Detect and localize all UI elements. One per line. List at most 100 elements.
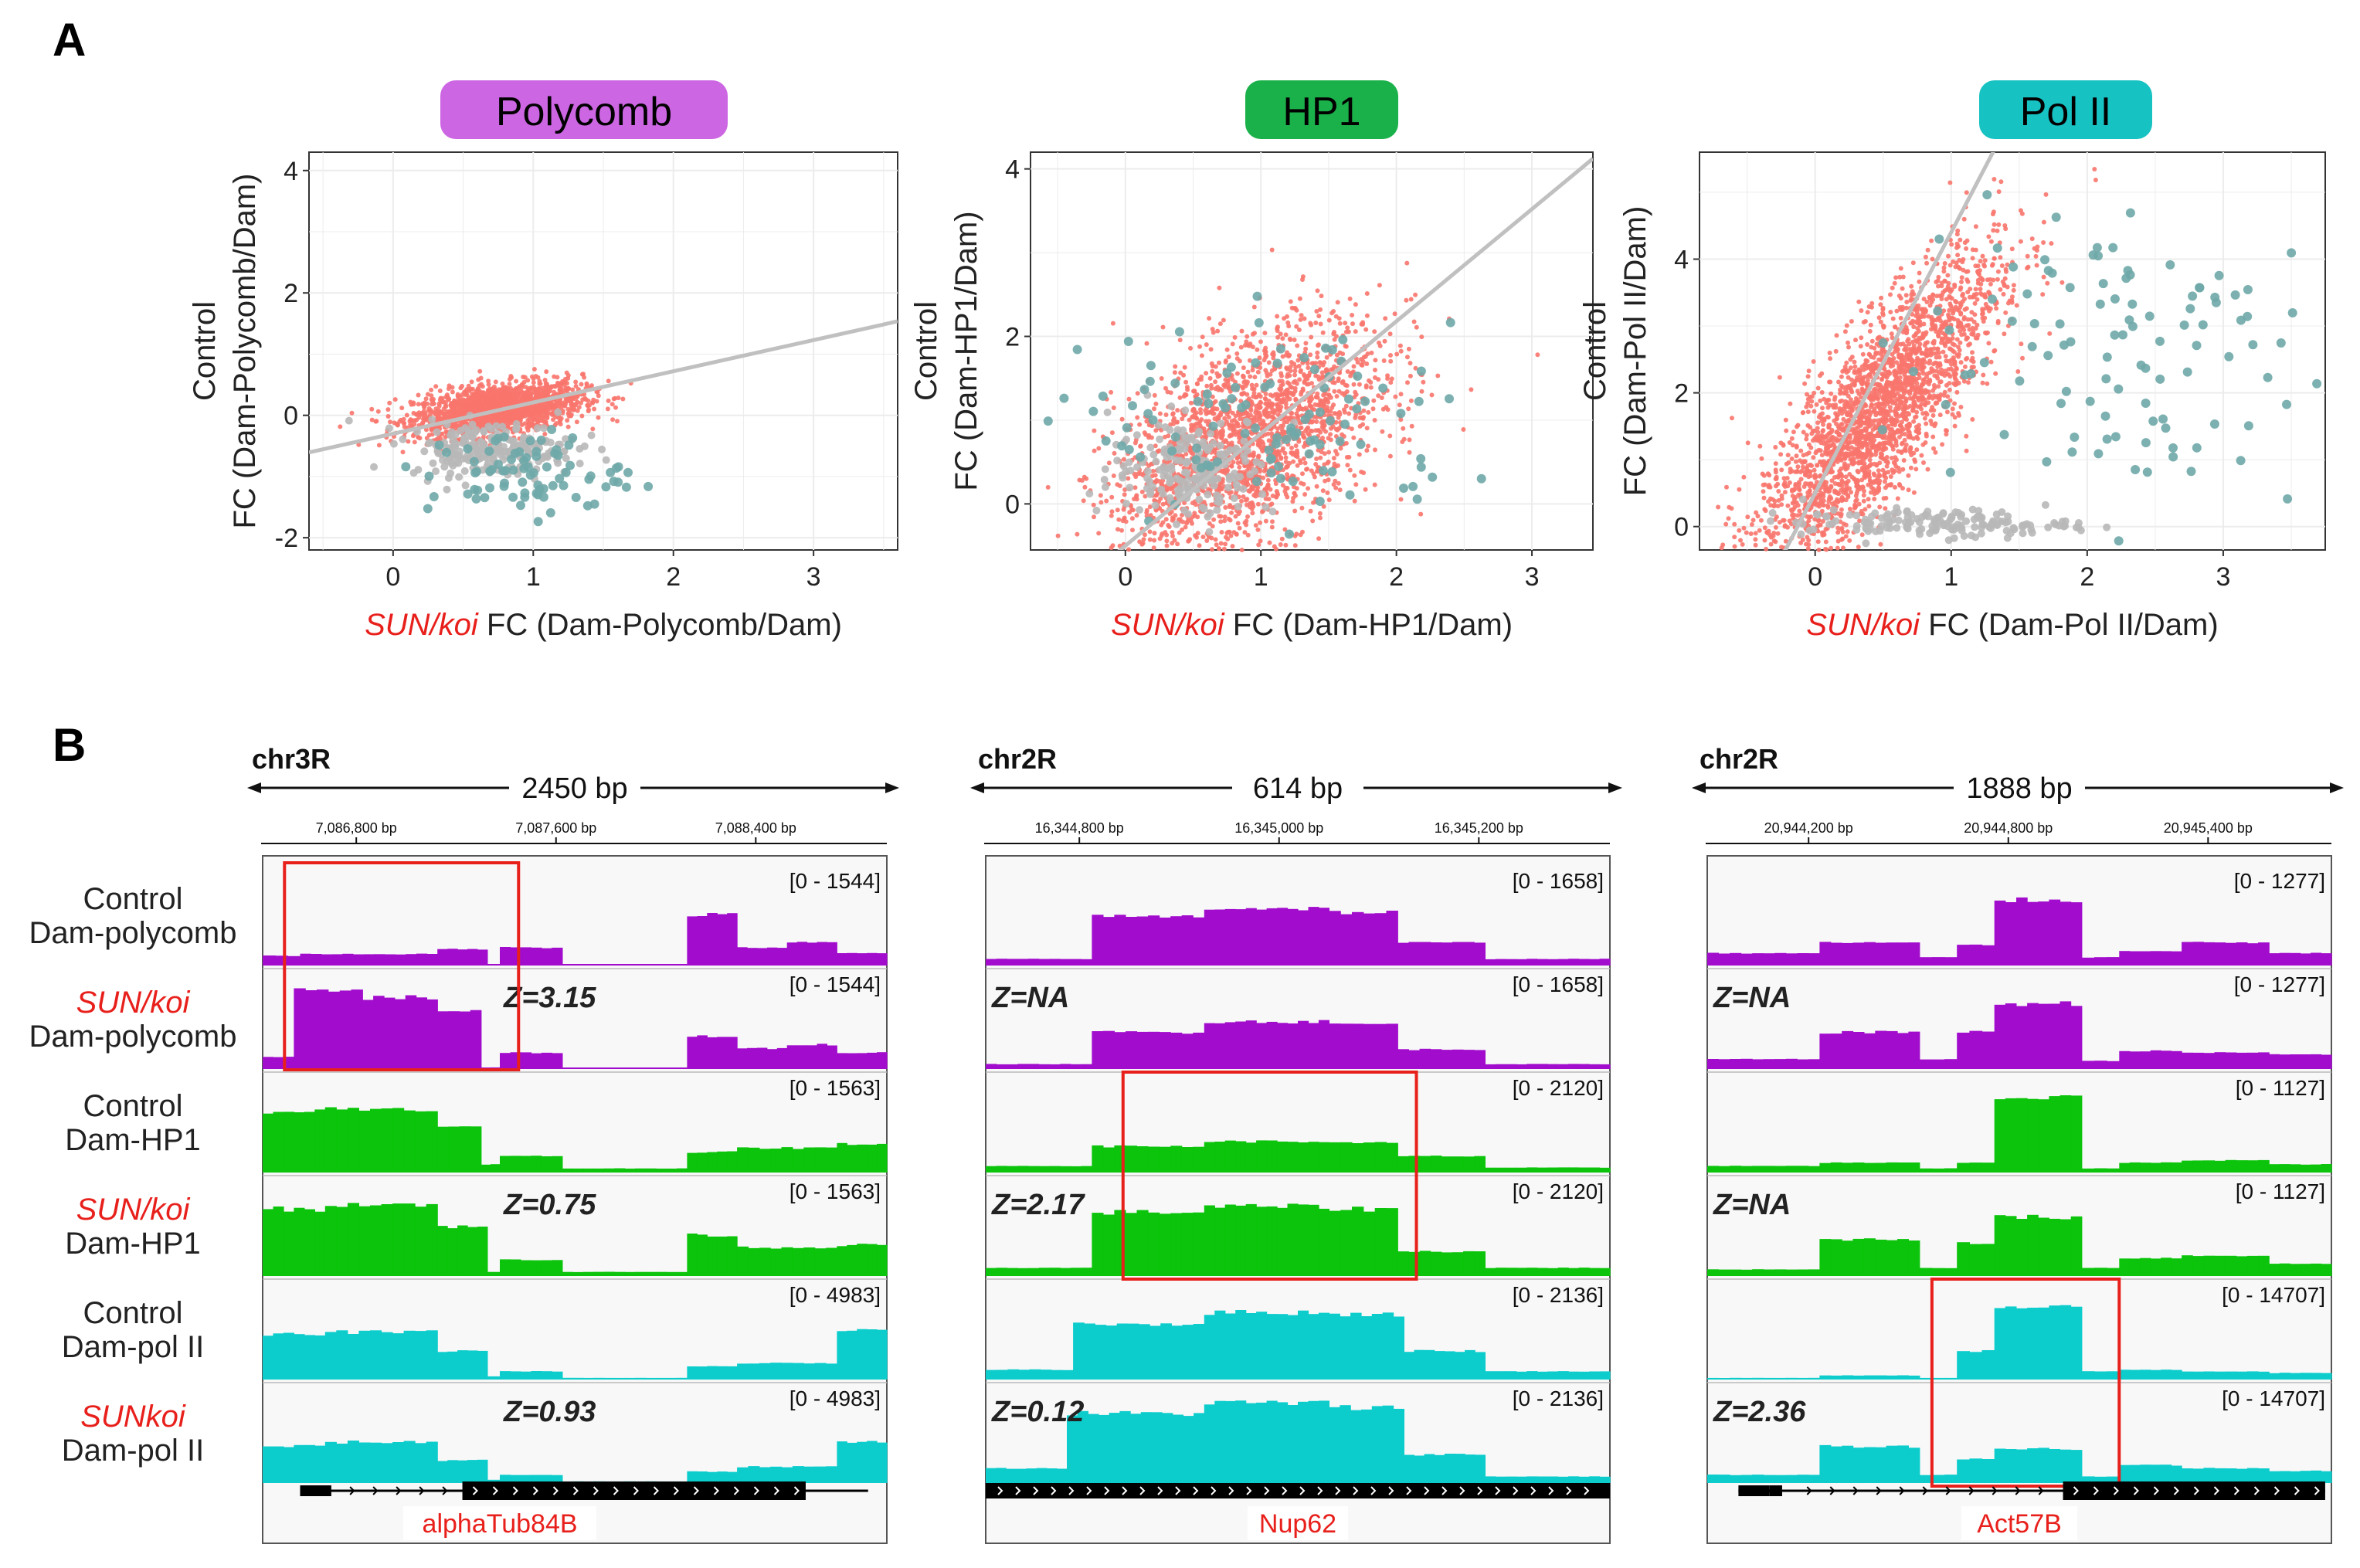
point	[470, 429, 479, 436]
point	[1170, 432, 1180, 442]
point	[480, 493, 490, 503]
point	[548, 400, 553, 406]
point	[1255, 369, 1261, 375]
point	[1109, 389, 1114, 395]
point	[1175, 408, 1180, 413]
point	[1217, 546, 1221, 552]
x-axis-label: SUN/koi FC (Dam-Polycomb/Dam)	[365, 608, 842, 642]
point	[1320, 330, 1326, 335]
point	[1141, 537, 1146, 542]
point	[1814, 402, 1819, 407]
point	[429, 387, 434, 392]
point	[1282, 435, 1292, 444]
point	[399, 406, 405, 411]
point	[457, 426, 465, 435]
point	[475, 387, 480, 392]
point	[525, 436, 535, 446]
point	[565, 418, 570, 423]
point	[1336, 389, 1342, 394]
point	[1414, 396, 1424, 406]
point	[1258, 520, 1263, 525]
point	[1291, 380, 1296, 385]
point	[470, 396, 476, 402]
point	[1288, 337, 1293, 342]
point	[1299, 313, 1304, 318]
point	[507, 382, 512, 387]
point	[1147, 537, 1153, 542]
point	[1408, 297, 1414, 302]
point	[1163, 412, 1169, 417]
point	[1319, 294, 1324, 299]
point	[1353, 389, 1358, 395]
point	[1180, 416, 1185, 422]
point	[1383, 316, 1388, 321]
point	[590, 426, 596, 432]
point	[1307, 399, 1312, 404]
point	[1397, 343, 1403, 348]
point	[1112, 450, 1117, 456]
point	[1242, 530, 1248, 535]
point	[1269, 524, 1275, 530]
point	[1161, 467, 1170, 475]
point	[1230, 410, 1235, 416]
point	[428, 416, 436, 424]
point	[1314, 484, 1319, 489]
plot-title: Polycomb	[496, 90, 672, 134]
point	[515, 413, 520, 418]
point	[584, 382, 589, 388]
point	[1329, 426, 1333, 431]
point	[1270, 402, 1275, 407]
point	[1167, 446, 1177, 456]
point	[1308, 321, 1313, 326]
point	[1223, 382, 1228, 387]
point	[620, 396, 626, 402]
point	[1889, 331, 1894, 337]
point	[1318, 466, 1328, 476]
point	[1476, 473, 1486, 484]
point	[1122, 423, 1132, 433]
point	[1919, 453, 1924, 458]
point	[1409, 423, 1414, 429]
point	[2011, 283, 2016, 288]
point	[443, 456, 451, 465]
point	[1371, 398, 1377, 403]
point	[1964, 246, 1969, 251]
point	[1157, 411, 1163, 416]
point	[1363, 385, 1369, 390]
point	[1334, 452, 1340, 456]
point	[1413, 292, 1418, 297]
point	[601, 482, 611, 492]
point	[1126, 476, 1131, 481]
point	[1318, 455, 1323, 460]
point	[1176, 484, 1184, 493]
point	[1846, 344, 1851, 350]
point	[1406, 346, 1411, 351]
point	[586, 409, 591, 414]
point	[508, 465, 518, 475]
point	[1278, 455, 1284, 460]
point	[1304, 449, 1314, 459]
point	[1302, 373, 1307, 378]
point	[387, 400, 392, 406]
point	[1416, 366, 1426, 376]
point	[1304, 467, 1309, 472]
point	[1189, 423, 1194, 428]
point	[1122, 515, 1127, 521]
point	[477, 368, 483, 374]
point	[1118, 471, 1126, 480]
point	[1240, 429, 1250, 439]
point	[1220, 433, 1225, 438]
point	[1254, 317, 1264, 328]
point	[1299, 353, 1309, 362]
point	[1315, 350, 1320, 355]
point	[1301, 406, 1306, 412]
point	[1215, 328, 1221, 334]
point	[447, 431, 455, 440]
point	[1308, 508, 1313, 514]
point	[1324, 367, 1329, 372]
point	[1122, 492, 1127, 497]
point	[1380, 429, 1385, 434]
point	[1287, 460, 1292, 466]
point	[1947, 180, 1953, 185]
point	[565, 424, 571, 429]
